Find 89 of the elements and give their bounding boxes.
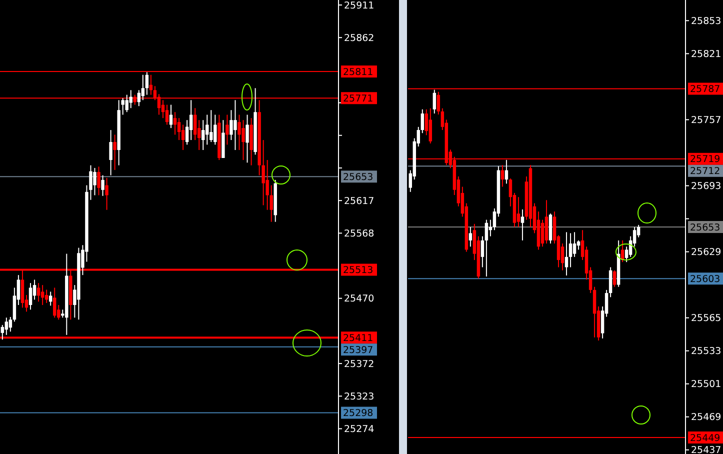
candlestick	[44, 289, 48, 304]
candlestick	[428, 108, 432, 144]
y-tick-label: 25629	[691, 247, 722, 258]
y-tick-label: 25565	[691, 313, 722, 324]
y-tick-label: 25911	[344, 0, 374, 12]
candlestick	[238, 114, 241, 151]
candlestick	[125, 94, 128, 113]
candlestick	[234, 100, 237, 151]
ref-line-label: 25719	[690, 154, 720, 166]
candlestick	[436, 91, 440, 116]
candlestick	[101, 174, 104, 196]
ref-line-label: 25411	[343, 332, 374, 344]
candlestick	[141, 74, 145, 101]
ref-line-label: 25298	[343, 408, 374, 420]
candlestick	[540, 219, 544, 248]
candlestick	[52, 287, 56, 318]
candlestick	[520, 208, 524, 241]
candlestick	[202, 120, 205, 151]
candlestick	[97, 166, 100, 196]
candlestick	[113, 134, 116, 170]
candlestick	[516, 196, 520, 228]
candlestick	[572, 232, 576, 258]
candlestick	[608, 266, 612, 298]
candlestick	[173, 112, 177, 136]
candlestick	[8, 316, 12, 332]
candlestick	[246, 114, 249, 164]
candlestick	[40, 284, 44, 306]
y-tick-label: 25757	[691, 115, 722, 126]
candlestick	[592, 286, 596, 338]
y-tick-label: 25617	[344, 196, 374, 207]
candlestick	[129, 90, 132, 109]
ref-line-label: 25397	[343, 344, 374, 356]
ref-line-label: 25653	[690, 222, 720, 234]
candlestick	[488, 219, 492, 237]
candlestick	[612, 270, 616, 288]
candlestick	[500, 164, 504, 188]
candlestick	[189, 100, 193, 141]
ref-line-label: 25653	[343, 172, 374, 183]
ref-line-label: 25787	[690, 84, 720, 96]
candlestick	[568, 232, 572, 268]
y-tick-label: 25568	[344, 228, 374, 240]
y-tick-label: 25274	[344, 424, 374, 436]
candlestick	[206, 114, 209, 146]
candlestick	[564, 232, 568, 276]
candlestick	[169, 104, 173, 129]
candlestick	[480, 236, 484, 268]
candlestick	[48, 291, 52, 306]
y-tick-label: 25470	[344, 294, 374, 305]
candlestick	[28, 282, 32, 310]
candlestick	[420, 108, 424, 134]
candlestick	[137, 90, 140, 107]
y-tick-label: 25372	[344, 358, 374, 370]
candlestick	[105, 177, 108, 210]
ref-line-label: 25712	[690, 166, 720, 178]
y-tick-label: 25323	[344, 391, 374, 402]
candlestick	[181, 124, 185, 151]
candlestick	[210, 110, 213, 143]
candlestick	[576, 240, 580, 250]
candlestick	[484, 219, 488, 278]
candlestick	[4, 317, 8, 336]
candlestick	[242, 120, 245, 160]
candlestick	[270, 184, 273, 222]
ref-line-label: 25771	[343, 93, 374, 104]
y-tick-label: 25821	[691, 48, 722, 60]
y-tick-label: 25437	[691, 445, 722, 454]
candlestick	[177, 118, 181, 141]
candlestick	[193, 108, 197, 141]
ref-line-label: 25603	[690, 274, 720, 285]
candlestick	[36, 282, 40, 302]
candlestick	[544, 200, 548, 244]
candlestick	[0, 324, 4, 340]
ref-line-label: 25449	[690, 432, 720, 444]
y-tick-label: 25533	[691, 346, 722, 358]
candlestick	[504, 159, 508, 184]
candlestick	[226, 114, 229, 146]
candlestick	[468, 226, 472, 248]
y-tick-label: 25501	[691, 379, 722, 390]
ref-line-label: 25513	[343, 265, 374, 276]
candlestick	[432, 89, 436, 114]
candlestick	[145, 72, 149, 96]
candlestick	[165, 104, 169, 126]
candlestick	[109, 130, 112, 176]
y-tick-label: 25469	[691, 412, 722, 424]
ref-line-label: 25811	[343, 66, 374, 78]
y-tick-label: 25862	[344, 32, 374, 44]
candlestick	[93, 167, 96, 196]
y-tick-label: 25693	[691, 181, 722, 192]
y-tick-label: 25853	[691, 16, 722, 27]
candlestick	[214, 114, 217, 146]
